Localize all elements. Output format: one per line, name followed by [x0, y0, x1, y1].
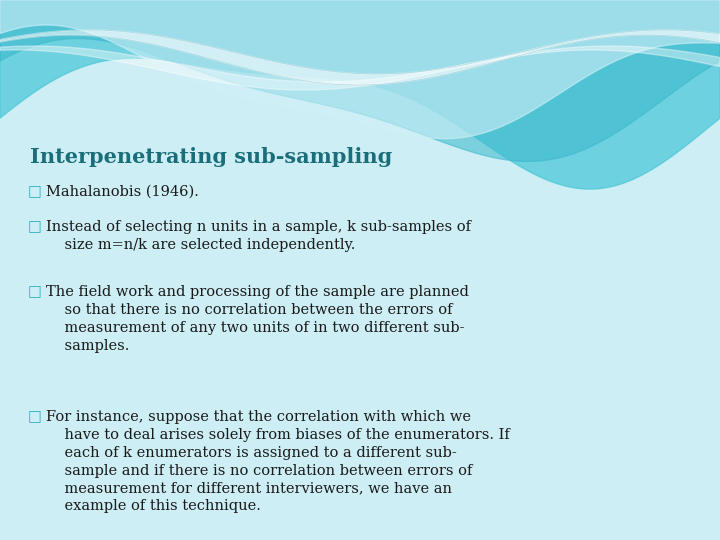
- Text: □: □: [28, 285, 42, 299]
- Text: □: □: [28, 185, 42, 199]
- Text: The field work and processing of the sample are planned
    so that there is no : The field work and processing of the sam…: [46, 285, 469, 353]
- Text: Mahalanobis (1946).: Mahalanobis (1946).: [46, 185, 199, 199]
- Text: □: □: [28, 220, 42, 234]
- Text: Instead of selecting n units in a sample, k sub-samples of
    size m=n/k are se: Instead of selecting n units in a sample…: [46, 220, 471, 252]
- Text: □: □: [28, 410, 42, 424]
- Text: Interpenetrating sub-sampling: Interpenetrating sub-sampling: [30, 147, 392, 167]
- Text: For instance, suppose that the correlation with which we
    have to deal arises: For instance, suppose that the correlati…: [46, 410, 510, 513]
